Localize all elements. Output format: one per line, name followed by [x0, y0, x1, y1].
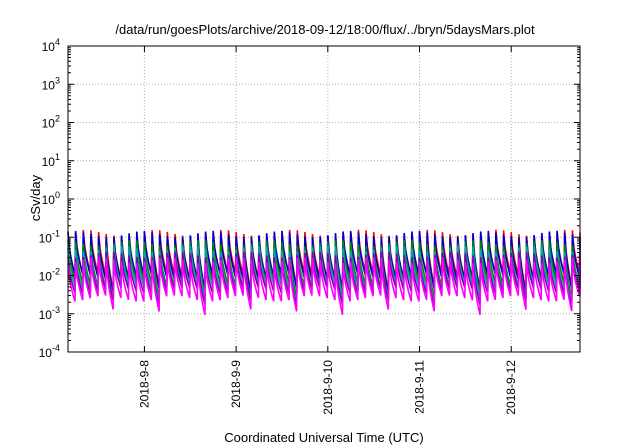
x-tick-label: 2018-9-9 — [229, 360, 243, 408]
x-tick-label: 2018-9-8 — [137, 360, 151, 408]
chart-title: /data/run/goesPlots/archive/2018-09-12/1… — [115, 22, 535, 37]
y-axis-label: cSv/day — [28, 174, 43, 221]
series-group — [67, 229, 581, 315]
y-tick-label: 103 — [42, 75, 60, 92]
y-tick-label: 104 — [42, 37, 60, 54]
grid — [68, 46, 580, 352]
y-tick-label: 10-1 — [39, 228, 60, 245]
x-ticks: 2018-9-8 2018-9-9 2018-9-10 2018-9-11 2018-9… — [137, 46, 518, 415]
x-tick-label: 2018-9-12 — [504, 360, 518, 415]
y-tick-label: 10-3 — [39, 305, 60, 322]
y-tick-label: 100 — [42, 190, 60, 207]
x-axis-label: Coordinated Universal Time (UTC) — [224, 430, 423, 445]
y-tick-label: 102 — [42, 114, 60, 131]
x-tick-label: 2018-9-11 — [413, 360, 427, 414]
y-ticks: 104 103 102 101 100 10-1 10-2 10-3 10-4 — [39, 37, 580, 360]
y-tick-label: 101 — [42, 152, 60, 169]
y-tick-label: 10-4 — [39, 343, 60, 360]
y-axis-label-group: cSv/day — [28, 174, 43, 221]
series-line — [67, 257, 581, 315]
y-tick-label: 10-2 — [39, 267, 60, 284]
x-tick-label: 2018-9-10 — [321, 360, 335, 415]
